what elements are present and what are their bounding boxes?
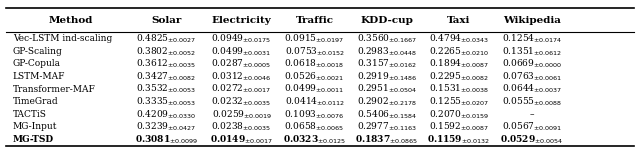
- Text: 0.0149$_{\pm0.0017}$: 0.0149$_{\pm0.0017}$: [210, 133, 273, 146]
- Text: 0.3802$_{\pm0.0052}$: 0.3802$_{\pm0.0052}$: [136, 45, 196, 57]
- Text: 0.0529$_{\pm0.0054}$: 0.0529$_{\pm0.0054}$: [500, 133, 564, 146]
- Text: 0.0232$_{\pm0.0035}$: 0.0232$_{\pm0.0035}$: [211, 95, 272, 108]
- Text: 0.5406$_{\pm0.1584}$: 0.5406$_{\pm0.1584}$: [356, 108, 417, 121]
- Text: 0.1093$_{\pm0.0076}$: 0.1093$_{\pm0.0076}$: [284, 108, 345, 121]
- Text: 0.2919$_{\pm0.1486}$: 0.2919$_{\pm0.1486}$: [356, 70, 417, 83]
- Text: 0.0555$_{\pm0.0088}$: 0.0555$_{\pm0.0088}$: [502, 95, 562, 108]
- Text: 0.2951$_{\pm0.0504}$: 0.2951$_{\pm0.0504}$: [356, 83, 417, 95]
- Text: 0.0238$_{\pm0.0035}$: 0.0238$_{\pm0.0035}$: [211, 121, 272, 133]
- Text: 0.0287$_{\pm0.0005}$: 0.0287$_{\pm0.0005}$: [211, 58, 272, 70]
- Text: 0.0259$_{\pm0.0019}$: 0.0259$_{\pm0.0019}$: [212, 108, 271, 121]
- Text: 0.2070$_{\pm0.0159}$: 0.2070$_{\pm0.0159}$: [429, 108, 489, 121]
- Text: –: –: [530, 110, 534, 119]
- Text: 0.1894$_{\pm0.0087}$: 0.1894$_{\pm0.0087}$: [429, 58, 489, 70]
- Text: 0.1159$_{\pm0.0132}$: 0.1159$_{\pm0.0132}$: [428, 133, 490, 146]
- Text: Taxi: Taxi: [447, 16, 470, 25]
- Text: 0.0499$_{\pm0.0011}$: 0.0499$_{\pm0.0011}$: [284, 83, 345, 95]
- Text: KDD-cup: KDD-cup: [360, 16, 413, 25]
- Text: 0.0618$_{\pm0.0018}$: 0.0618$_{\pm0.0018}$: [285, 58, 345, 70]
- Text: 0.0526$_{\pm0.0021}$: 0.0526$_{\pm0.0021}$: [284, 70, 345, 83]
- Text: 0.0658$_{\pm0.0065}$: 0.0658$_{\pm0.0065}$: [285, 121, 345, 133]
- Text: 0.4209$_{\pm0.0330}$: 0.4209$_{\pm0.0330}$: [136, 108, 196, 121]
- Text: 0.0312$_{\pm0.0046}$: 0.0312$_{\pm0.0046}$: [211, 70, 272, 83]
- Text: 0.1255$_{\pm0.0207}$: 0.1255$_{\pm0.0207}$: [429, 95, 489, 108]
- Text: 0.2295$_{\pm0.0082}$: 0.2295$_{\pm0.0082}$: [429, 70, 489, 83]
- Text: 0.0567$_{\pm0.0091}$: 0.0567$_{\pm0.0091}$: [502, 121, 562, 133]
- Text: 0.3612$_{\pm0.0035}$: 0.3612$_{\pm0.0035}$: [136, 58, 196, 70]
- Text: 0.1837$_{\pm0.0865}$: 0.1837$_{\pm0.0865}$: [355, 133, 419, 146]
- Text: 0.3560$_{\pm0.1667}$: 0.3560$_{\pm0.1667}$: [356, 32, 417, 45]
- Text: 0.3532$_{\pm0.0053}$: 0.3532$_{\pm0.0053}$: [136, 83, 196, 95]
- Text: 0.3081$_{\pm0.0099}$: 0.3081$_{\pm0.0099}$: [134, 133, 198, 146]
- Text: 0.1592$_{\pm0.0087}$: 0.1592$_{\pm0.0087}$: [429, 121, 489, 133]
- Text: 0.0753$_{\pm0.0152}$: 0.0753$_{\pm0.0152}$: [285, 45, 345, 57]
- Text: GP-Copula: GP-Copula: [13, 59, 61, 68]
- Text: 0.3157$_{\pm0.0162}$: 0.3157$_{\pm0.0162}$: [356, 58, 417, 70]
- Text: Method: Method: [49, 16, 93, 25]
- Text: 0.2265$_{\pm0.0210}$: 0.2265$_{\pm0.0210}$: [429, 45, 489, 57]
- Text: 0.3335$_{\pm0.0053}$: 0.3335$_{\pm0.0053}$: [136, 95, 196, 108]
- Text: 0.0323$_{\pm0.0125}$: 0.0323$_{\pm0.0125}$: [283, 133, 346, 146]
- Text: 0.3239$_{\pm0.0427}$: 0.3239$_{\pm0.0427}$: [136, 121, 196, 133]
- Text: TimeGrad: TimeGrad: [13, 97, 58, 106]
- Text: Traffic: Traffic: [296, 16, 333, 25]
- Text: 0.1254$_{\pm0.0174}$: 0.1254$_{\pm0.0174}$: [502, 32, 563, 45]
- Text: 0.0915$_{\pm0.0197}$: 0.0915$_{\pm0.0197}$: [284, 32, 345, 45]
- Text: Electricity: Electricity: [212, 16, 271, 25]
- Text: 0.2977$_{\pm0.1163}$: 0.2977$_{\pm0.1163}$: [356, 121, 417, 133]
- Text: Transformer-MAF: Transformer-MAF: [13, 85, 95, 94]
- Text: Wikipedia: Wikipedia: [503, 16, 561, 25]
- Text: 0.3427$_{\pm0.0082}$: 0.3427$_{\pm0.0082}$: [136, 70, 196, 83]
- Text: GP-Scaling: GP-Scaling: [13, 47, 63, 56]
- Text: 0.2902$_{\pm0.2178}$: 0.2902$_{\pm0.2178}$: [357, 95, 417, 108]
- Text: 0.0669$_{\pm0.0000}$: 0.0669$_{\pm0.0000}$: [502, 58, 562, 70]
- Text: 0.0763$_{\pm0.0061}$: 0.0763$_{\pm0.0061}$: [502, 70, 562, 83]
- Text: 0.0644$_{\pm0.0037}$: 0.0644$_{\pm0.0037}$: [502, 83, 562, 95]
- Text: 0.0499$_{\pm0.0031}$: 0.0499$_{\pm0.0031}$: [211, 45, 272, 57]
- Text: 0.0414$_{\pm0.0112}$: 0.0414$_{\pm0.0112}$: [285, 95, 345, 108]
- Text: TACTiS: TACTiS: [13, 110, 47, 119]
- Text: 0.4825$_{\pm0.0027}$: 0.4825$_{\pm0.0027}$: [136, 32, 196, 45]
- Text: 0.0949$_{\pm0.0175}$: 0.0949$_{\pm0.0175}$: [211, 32, 272, 45]
- Text: 0.2983$_{\pm0.0448}$: 0.2983$_{\pm0.0448}$: [356, 45, 417, 57]
- Text: LSTM-MAF: LSTM-MAF: [13, 72, 65, 81]
- Text: Vec-LSTM ind-scaling: Vec-LSTM ind-scaling: [13, 34, 112, 43]
- Text: MG-Input: MG-Input: [13, 122, 57, 131]
- Text: MG-TSD: MG-TSD: [13, 135, 54, 144]
- Text: 0.0272$_{\pm0.0017}$: 0.0272$_{\pm0.0017}$: [211, 83, 272, 95]
- Text: Solar: Solar: [151, 16, 182, 25]
- Text: 0.1351$_{\pm0.0612}$: 0.1351$_{\pm0.0612}$: [502, 45, 562, 57]
- Text: 0.1531$_{\pm0.0038}$: 0.1531$_{\pm0.0038}$: [429, 83, 489, 95]
- Text: 0.4794$_{\pm0.0343}$: 0.4794$_{\pm0.0343}$: [429, 32, 489, 45]
